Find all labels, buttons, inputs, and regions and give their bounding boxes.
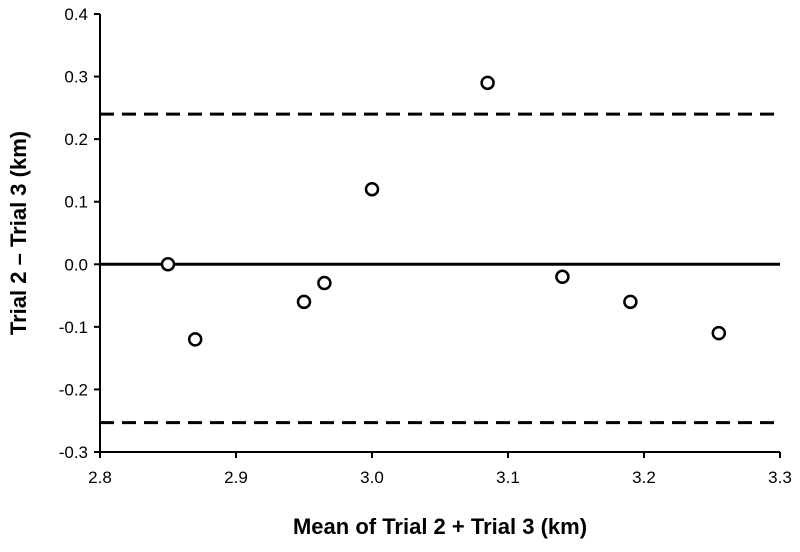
data-point (160, 257, 176, 272)
data-point (555, 269, 570, 285)
y-tick-label: 0.2 (64, 130, 88, 149)
x-tick-label: 2.8 (88, 468, 112, 487)
data-point (623, 294, 638, 310)
y-tick-label: -0.2 (59, 380, 88, 399)
y-tick-label: 0.3 (64, 68, 88, 87)
x-tick-label: 3.0 (360, 468, 384, 487)
data-point (187, 332, 203, 347)
y-tick-label: 0.1 (64, 193, 88, 212)
y-tick-label: 0.0 (64, 255, 88, 274)
x-axis-title: Mean of Trial 2 + Trial 3 (km) (293, 514, 587, 539)
data-point (317, 275, 332, 291)
axes (99, 14, 780, 453)
x-tick-label: 3.3 (768, 468, 792, 487)
x-tick-label: 3.2 (632, 468, 656, 487)
y-tick-label: -0.3 (59, 443, 88, 462)
data-point (296, 294, 312, 310)
y-tick-label: -0.1 (59, 318, 88, 337)
data-point (480, 75, 495, 91)
x-tick-label: 3.1 (496, 468, 520, 487)
data-point (711, 325, 727, 341)
y-axis-title: Trial 2 – Trial 3 (km) (6, 131, 31, 335)
x-tick-label: 2.9 (224, 468, 248, 487)
reference-lines (100, 112, 780, 425)
data-point (364, 181, 380, 197)
y-tick-label: 0.4 (64, 5, 88, 24)
axis-ticks: -0.3 -0.2 -0.1 0.0 0.1 0.2 0.3 0.4 2.8 2.9 3.0 3.1 3… (59, 5, 792, 487)
data-points (160, 75, 727, 347)
